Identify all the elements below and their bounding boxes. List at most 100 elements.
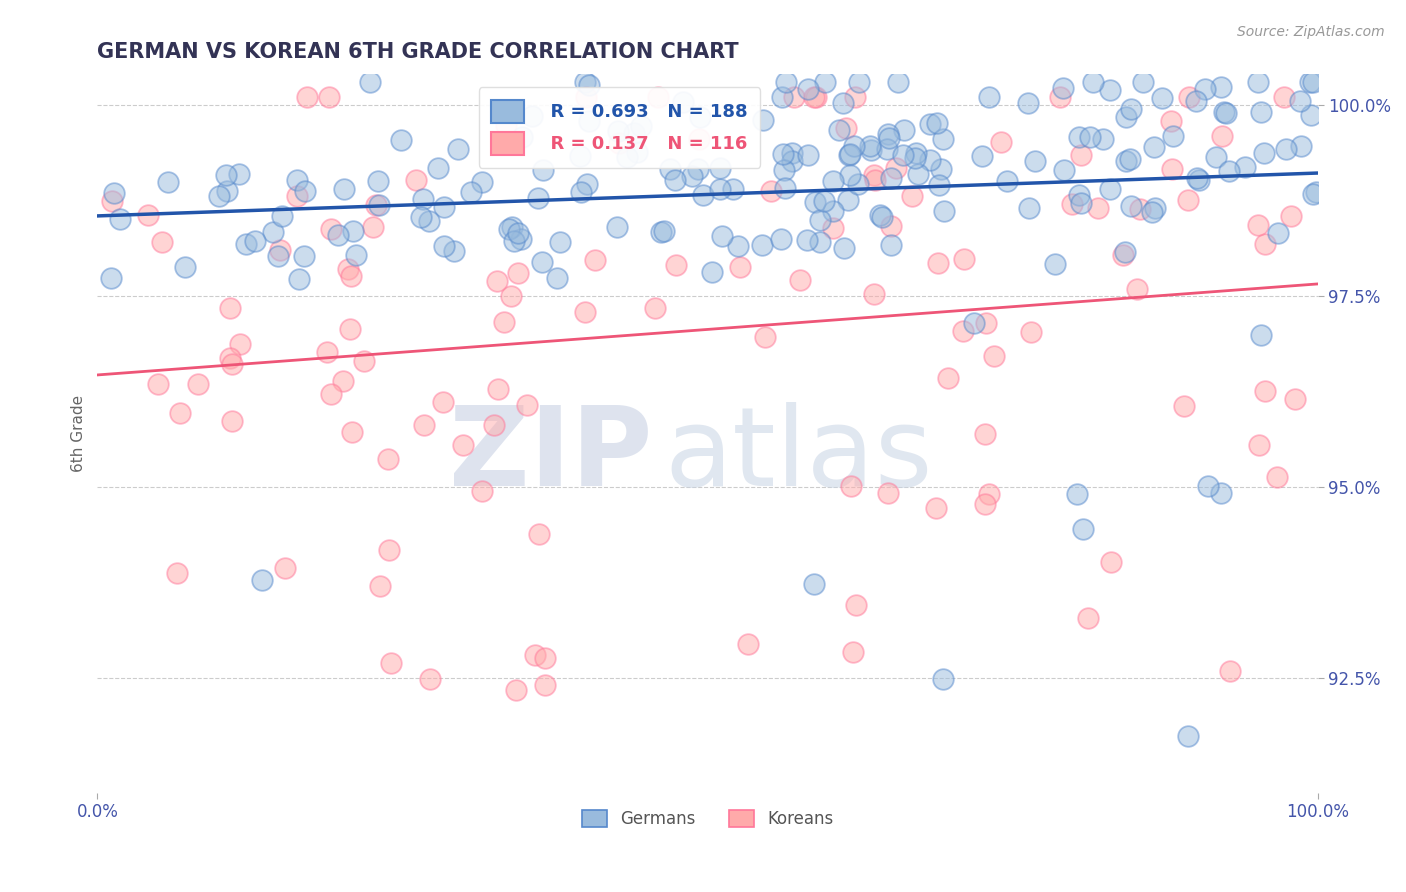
- Point: [1218, 164, 1240, 178]
- Point: [509, 231, 531, 245]
- Point: [963, 316, 986, 330]
- Point: [218, 351, 240, 365]
- Point: [443, 244, 465, 258]
- Point: [451, 438, 474, 452]
- Point: [773, 163, 796, 178]
- Point: [644, 301, 666, 315]
- Point: [1254, 384, 1277, 398]
- Y-axis label: 6th Grade: 6th Grade: [72, 395, 86, 472]
- Point: [502, 234, 524, 248]
- Point: [952, 324, 974, 338]
- Point: [770, 90, 793, 104]
- Point: [907, 167, 929, 181]
- Point: [721, 182, 744, 196]
- Point: [710, 229, 733, 244]
- Point: [931, 162, 953, 177]
- Point: [1177, 730, 1199, 744]
- Point: [976, 316, 998, 330]
- Point: [228, 167, 250, 181]
- Point: [702, 265, 724, 279]
- Point: [727, 239, 749, 253]
- Point: [647, 90, 669, 104]
- Point: [243, 235, 266, 249]
- Point: [583, 252, 606, 267]
- Point: [973, 497, 995, 511]
- Point: [606, 124, 628, 138]
- Point: [806, 90, 828, 104]
- Point: [821, 204, 844, 219]
- Point: [1265, 469, 1288, 483]
- Point: [1067, 130, 1090, 145]
- Point: [326, 227, 349, 242]
- Point: [1211, 79, 1233, 94]
- Point: [229, 337, 252, 351]
- Point: [953, 252, 976, 267]
- Point: [780, 153, 803, 168]
- Point: [1184, 94, 1206, 108]
- Point: [494, 315, 516, 329]
- Point: [797, 148, 820, 162]
- Point: [1099, 182, 1122, 196]
- Point: [1299, 108, 1322, 122]
- Point: [751, 238, 773, 252]
- Point: [689, 110, 711, 124]
- Point: [870, 210, 893, 224]
- Point: [1087, 202, 1109, 216]
- Point: [623, 126, 645, 140]
- Point: [1249, 438, 1271, 452]
- Point: [1049, 90, 1071, 104]
- Point: [319, 387, 342, 401]
- Point: [433, 200, 456, 214]
- Point: [575, 90, 598, 104]
- Point: [433, 239, 456, 253]
- Point: [1091, 132, 1114, 146]
- Point: [527, 191, 550, 205]
- Point: [1019, 325, 1042, 339]
- Point: [578, 114, 600, 128]
- Point: [508, 227, 530, 241]
- Text: Source: ZipAtlas.com: Source: ZipAtlas.com: [1237, 25, 1385, 39]
- Point: [752, 112, 775, 127]
- Point: [150, 235, 173, 249]
- Point: [1279, 209, 1302, 223]
- Point: [797, 82, 820, 96]
- Point: [886, 161, 908, 176]
- Point: [208, 189, 231, 203]
- Point: [1018, 201, 1040, 215]
- Point: [108, 212, 131, 227]
- Point: [215, 168, 238, 182]
- Point: [173, 260, 195, 274]
- Text: atlas: atlas: [665, 401, 934, 508]
- Point: [808, 235, 831, 250]
- Point: [1274, 142, 1296, 156]
- Point: [418, 214, 440, 228]
- Point: [1115, 153, 1137, 168]
- Point: [842, 644, 865, 658]
- Point: [1069, 188, 1091, 202]
- Point: [569, 149, 592, 163]
- Point: [292, 249, 315, 263]
- Point: [863, 286, 886, 301]
- Point: [510, 129, 533, 144]
- Point: [754, 330, 776, 344]
- Point: [828, 123, 851, 137]
- Point: [1197, 479, 1219, 493]
- Point: [772, 146, 794, 161]
- Point: [709, 161, 731, 175]
- Point: [1070, 148, 1092, 162]
- Point: [412, 418, 434, 433]
- Point: [880, 170, 903, 185]
- Point: [808, 213, 831, 227]
- Point: [169, 406, 191, 420]
- Point: [318, 90, 340, 104]
- Point: [838, 147, 860, 161]
- Point: [534, 651, 557, 665]
- Point: [506, 266, 529, 280]
- Point: [270, 209, 292, 223]
- Point: [859, 143, 882, 157]
- Point: [432, 395, 454, 409]
- Point: [863, 169, 886, 183]
- Point: [100, 271, 122, 285]
- Text: ZIP: ZIP: [449, 401, 652, 508]
- Point: [530, 255, 553, 269]
